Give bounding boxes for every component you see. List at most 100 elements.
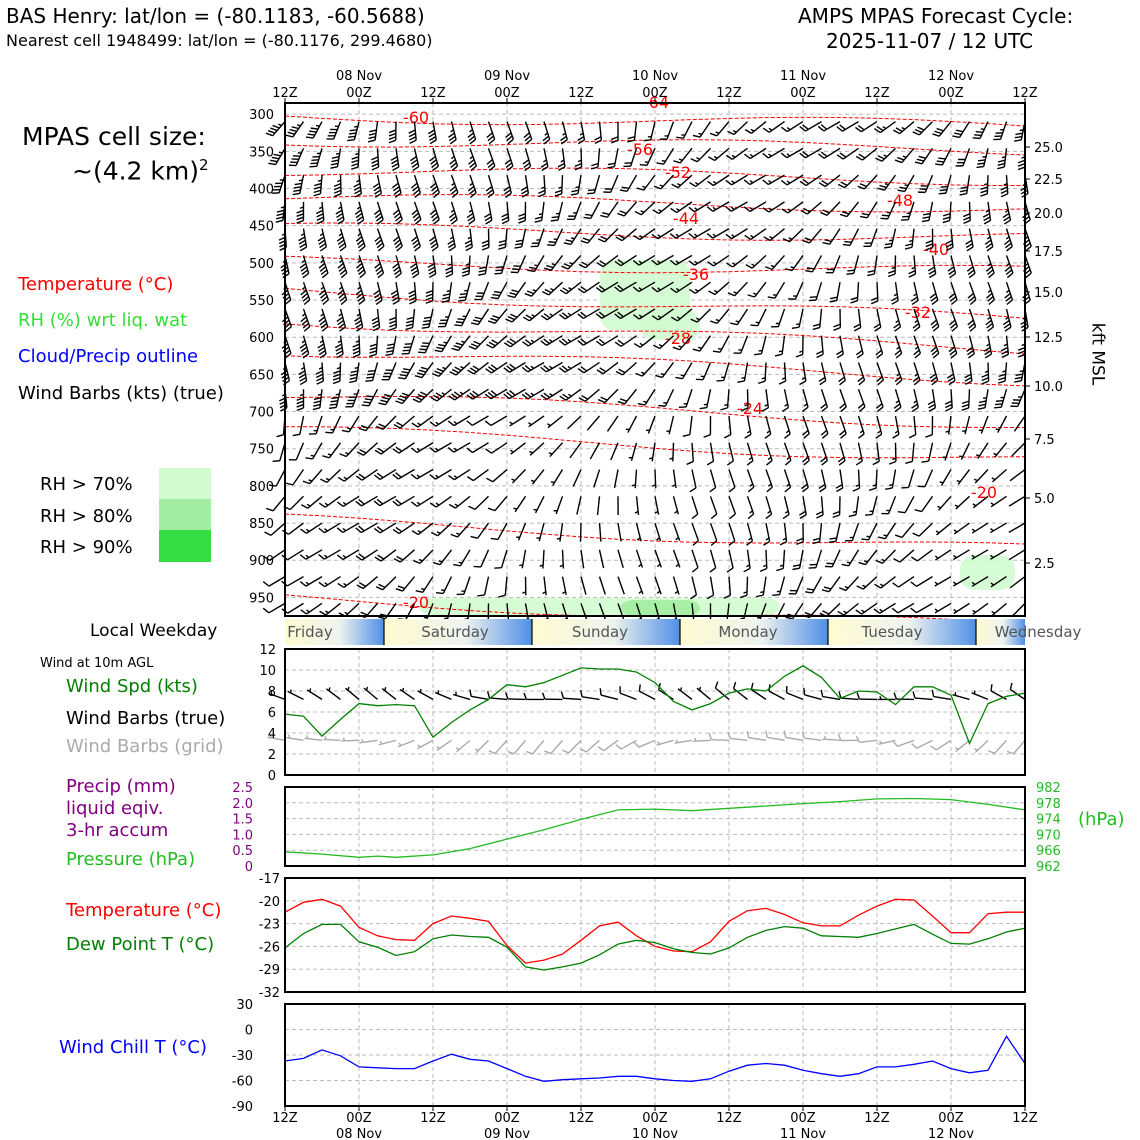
upper-wind-barb (530, 228, 545, 248)
upper-wind-barb (868, 469, 878, 492)
upper-wind-barb-feather (351, 156, 359, 160)
upper-wind-barb-feather (688, 260, 696, 266)
upper-wind-barb-half-feather (277, 123, 282, 127)
temperature-label: -36 (683, 265, 709, 284)
upper-wind-barb-half-feather (914, 319, 919, 324)
upper-wind-barb-feather (1000, 189, 1008, 195)
upper-wind-barb-half-feather (669, 457, 674, 460)
upper-wind-barb-half-feather (456, 532, 461, 536)
upper-wind-barb-half-feather (469, 129, 473, 133)
upper-wind-barb (478, 255, 490, 276)
upper-wind-barb (320, 469, 341, 483)
upper-wind-barb-feather (360, 425, 369, 429)
forecast-cycle: 2025-11-07 / 12 UTC (826, 29, 1034, 53)
wind-barb-true-feather (599, 688, 602, 696)
upper-wind-barb-half-feather (731, 206, 735, 211)
upper-wind-barb (318, 308, 329, 332)
upper-wind-barb-half-feather (299, 393, 304, 397)
upper-wind-barb (410, 148, 420, 172)
upper-wind-barb-feather (968, 272, 976, 279)
upper-wind-barb-feather (298, 370, 306, 376)
upper-wind-barb-half-feather (324, 528, 328, 532)
upper-wind-barb-feather (469, 392, 476, 398)
upper-wind-barb-half-feather (901, 126, 906, 130)
upper-wind-barb (305, 442, 323, 460)
upper-wind-barb-half-feather (677, 183, 681, 186)
upper-wind-barb-feather (316, 216, 324, 221)
upper-wind-barb-feather (375, 299, 383, 306)
upper-wind-barb (910, 282, 919, 305)
wind-barb-grid-half-feather (287, 734, 290, 739)
upper-wind-barb-feather (335, 209, 343, 215)
upper-wind-barb-feather (302, 296, 310, 302)
upper-wind-barb (784, 255, 804, 272)
upper-wind-barb-staff (617, 549, 624, 568)
wind-barb-grid-half-feather (324, 736, 327, 740)
upper-wind-barb-feather (316, 377, 324, 382)
upper-wind-barb-feather (838, 376, 845, 383)
upper-wind-barb-half-feather (674, 510, 678, 514)
wind-barb-true-feather (732, 681, 737, 689)
upper-wind-barb-half-feather (416, 447, 421, 452)
upper-wind-barb (812, 308, 823, 331)
temperature-contour (284, 255, 1026, 274)
upper-wind-barb-feather (375, 425, 384, 430)
upper-wind-barb-half-feather (767, 483, 772, 487)
top-date-label: 11 Nov (780, 69, 826, 84)
upper-wind-barb (298, 362, 308, 386)
upper-wind-barb-feather (1025, 245, 1032, 252)
upper-wind-barb-feather (804, 237, 812, 242)
upper-wind-barb-feather (994, 406, 1002, 409)
upper-wind-barb-feather (410, 159, 418, 165)
upper-wind-barb-half-feather (914, 346, 919, 350)
upper-wind-barb-half-feather (1004, 209, 1009, 213)
chill-ytick-label: -30 (232, 1049, 253, 1064)
upper-wind-barb-feather (300, 528, 307, 534)
wind-barb-true-feather (541, 692, 546, 700)
upper-wind-barb-feather (410, 266, 418, 272)
upper-wind-barb-half-feather (449, 236, 454, 240)
upper-wind-barb (980, 175, 989, 197)
upper-wind-barb-feather (726, 567, 734, 573)
upper-wind-barb (333, 175, 342, 198)
upper-wind-barb-feather (1005, 296, 1012, 302)
upper-wind-barb-feather (466, 476, 474, 482)
upper-wind-barb (917, 469, 934, 488)
upper-wind-barb-half-feather (895, 319, 900, 324)
precip-ytick-label: 0 (245, 860, 253, 875)
upper-wind-barb-half-feather (993, 452, 998, 456)
upper-wind-barb-staff (580, 549, 585, 569)
upper-wind-barb (822, 228, 841, 245)
upper-wind-barb-feather (501, 216, 509, 221)
upper-wind-barb-feather (1004, 219, 1011, 225)
upper-wind-barb-feather (373, 209, 381, 216)
upper-wind-barb (299, 575, 323, 587)
upper-wind-barb-half-feather (715, 131, 720, 134)
upper-wind-barb-staff (494, 495, 508, 512)
upper-wind-barb-feather (762, 152, 769, 159)
upper-wind-barb-feather (928, 407, 936, 412)
upper-wind-barb (541, 281, 563, 296)
wind-barb-true (325, 687, 341, 700)
upper-wind-barb (353, 175, 363, 198)
wind-barb-grid (378, 739, 397, 746)
bottom-time-label: 00Z (494, 1111, 520, 1126)
upper-wind-barb-feather (330, 166, 338, 169)
upper-wind-barb-feather (972, 137, 981, 140)
upper-wind-barb-feather (617, 311, 624, 318)
upper-wind-barb (288, 148, 305, 167)
upper-wind-barb (691, 496, 699, 520)
upper-wind-barb-feather (1014, 135, 1023, 139)
temperature-line (284, 898, 1025, 964)
upper-wind-barb-feather (670, 316, 678, 322)
upper-wind-barb-feather (349, 129, 358, 132)
upper-wind-barb (944, 389, 953, 412)
upper-wind-barb-feather (429, 447, 436, 453)
upper-wind-barb-feather (580, 240, 588, 244)
upper-wind-barb-staff (270, 522, 286, 536)
upper-wind-barb-feather (1017, 166, 1026, 171)
upper-wind-barb-staff (728, 549, 734, 569)
upper-wind-barb-feather (477, 594, 485, 597)
upper-wind-barb-feather (320, 292, 327, 299)
upper-wind-barb-feather (405, 326, 413, 331)
